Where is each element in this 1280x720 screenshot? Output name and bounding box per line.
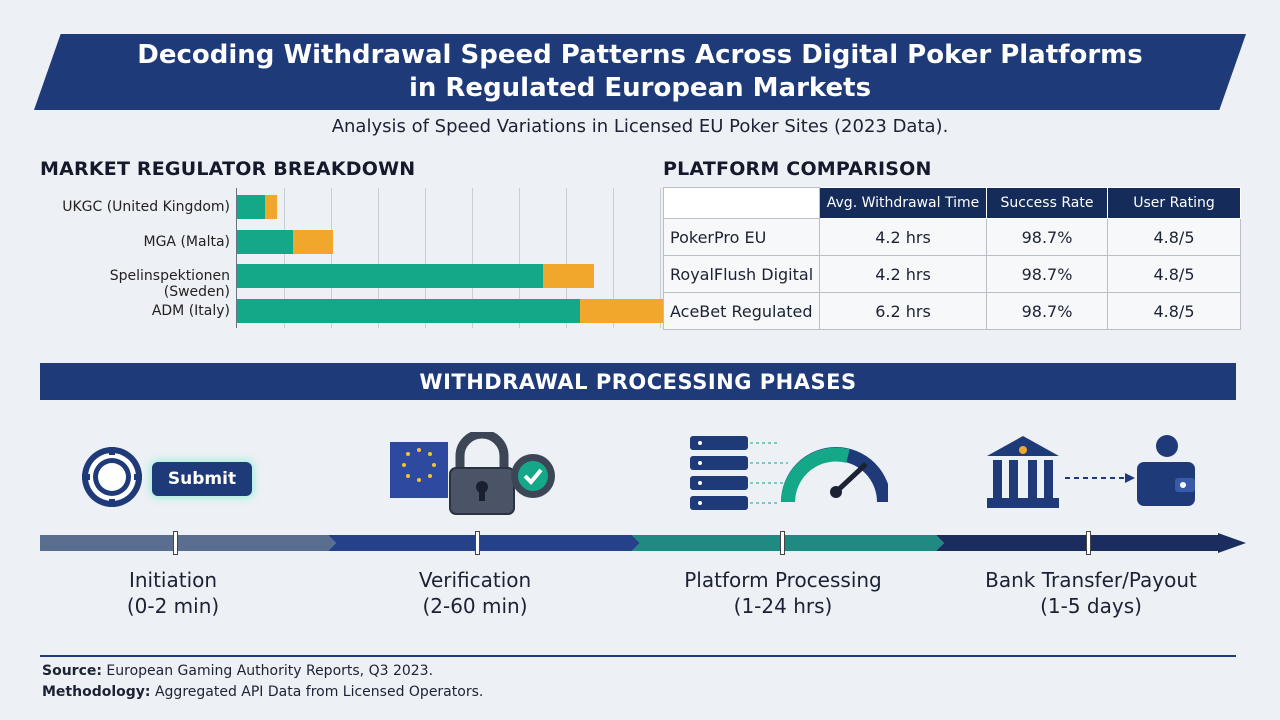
avg-time-cell: 6.2 hrs (819, 292, 987, 330)
subtitle: Analysis of Speed Variations in Licensed… (331, 116, 949, 137)
lock-icon (390, 432, 555, 515)
grid-line (613, 188, 614, 328)
grid-line (425, 188, 426, 328)
phase-name: Verification (418, 568, 532, 592)
title-line-2: in Regulated European Markets (408, 73, 872, 103)
phase-range: (1-5 days) (1040, 594, 1142, 618)
grid-line (660, 188, 661, 328)
table-row: PokerPro EU 4.2 hrs 98.7% 4.8/5 (663, 218, 1241, 256)
bar-segment-primary (237, 264, 543, 288)
table-header-avg-time: Avg. Withdrawal Time (819, 187, 987, 219)
phase-range: (2-60 min) (422, 594, 528, 618)
platform-name: RoyalFlush Digital (663, 255, 820, 293)
phase-name: Initiation (128, 568, 218, 592)
phase-verification: Verification (2-60 min) (355, 567, 595, 619)
source-text: European Gaming Authority Reports, Q3 20… (106, 663, 434, 679)
platform-name: AceBet Regulated (663, 292, 820, 330)
avg-time-cell: 4.2 hrs (819, 218, 987, 256)
timeline-tick (475, 531, 480, 555)
phase-range: (0-2 min) (126, 594, 220, 618)
regulator-section-title: MARKET REGULATOR BREAKDOWN (40, 158, 416, 180)
source-label: Source: (42, 663, 102, 679)
bar-segment-primary (237, 298, 581, 323)
phase-timeline-arrow (40, 533, 1246, 553)
category-label: MGA (Malta) (143, 233, 231, 250)
methodology-note: Methodology: Aggregated API Data from Li… (42, 684, 483, 700)
table-header-row: Avg. Withdrawal Time Success Rate User R… (663, 187, 1241, 219)
category-label: ADM (Italy) (151, 302, 230, 319)
phase-name: Bank Transfer/Payout (985, 568, 1197, 592)
table-header-blank (663, 187, 820, 219)
user-rating-cell: 4.8/5 (1107, 292, 1241, 330)
bar-segment-secondary (265, 195, 277, 219)
platform-name: PokerPro EU (663, 218, 820, 256)
y-axis-line (236, 188, 237, 328)
timeline-segment-verification (328, 535, 640, 551)
poker-chip-icon (82, 447, 142, 507)
timeline-segment-payout (936, 533, 1246, 553)
user-rating-cell: 4.8/5 (1107, 218, 1241, 256)
timeline-tick (173, 531, 178, 555)
timeline-segment-initiation (40, 535, 336, 551)
footer-divider (40, 655, 1236, 657)
grid-line (331, 188, 332, 328)
source-note: Source: European Gaming Authority Report… (42, 663, 433, 679)
success-rate-cell: 98.7% (986, 255, 1108, 293)
comparison-section-title: PLATFORM COMPARISON (663, 158, 932, 180)
grid-line (284, 188, 285, 328)
table-row: AceBet Regulated 6.2 hrs 98.7% 4.8/5 (663, 292, 1241, 330)
phases-section-title: WITHDRAWAL PROCESSING PHASES (40, 363, 1236, 400)
bar-segment-primary (237, 229, 294, 254)
category-label: Spelinspektionen (Sweden) (109, 268, 230, 300)
table-row: RoyalFlush Digital 4.2 hrs 98.7% 4.8/5 (663, 255, 1241, 293)
methodology-text: Aggregated API Data from Licensed Operat… (154, 684, 484, 700)
server-gauge-icon (690, 436, 888, 510)
avg-time-cell: 4.2 hrs (819, 255, 987, 293)
table-header-user-rating: User Rating (1107, 187, 1241, 219)
submit-button[interactable]: Submit (152, 462, 252, 496)
category-label: UKGC (United Kingdom) (62, 199, 230, 215)
timeline-segment-processing (632, 535, 944, 551)
timeline-tick (1086, 531, 1091, 555)
title-line-1: Decoding Withdrawal Speed Patterns Acros… (137, 40, 1143, 70)
methodology-label: Methodology: (42, 684, 151, 700)
phase-platform-processing: Platform Processing (1-24 hrs) (643, 567, 923, 619)
bar-segment-secondary (293, 229, 334, 254)
phase-name: Platform Processing (684, 568, 882, 592)
table-header-success-rate: Success Rate (986, 187, 1108, 219)
phase-bank-transfer: Bank Transfer/Payout (1-5 days) (951, 567, 1231, 619)
bar-segment-primary (237, 195, 266, 219)
success-rate-cell: 98.7% (986, 292, 1108, 330)
phase-range: (1-24 hrs) (733, 594, 833, 618)
bar-segment-secondary (542, 264, 595, 288)
grid-line (519, 188, 520, 328)
timeline-tick (780, 531, 785, 555)
user-rating-cell: 4.8/5 (1107, 255, 1241, 293)
phase-initiation: Initiation (0-2 min) (53, 567, 293, 619)
success-rate-cell: 98.7% (986, 218, 1108, 256)
grid-line (566, 188, 567, 328)
title-banner: Decoding Withdrawal Speed Patterns Acros… (34, 34, 1246, 110)
bank-wallet-icon (987, 435, 1195, 508)
platform-comparison-table: Avg. Withdrawal Time Success Rate User R… (663, 187, 1241, 330)
grid-line (378, 188, 379, 328)
grid-line (472, 188, 473, 328)
